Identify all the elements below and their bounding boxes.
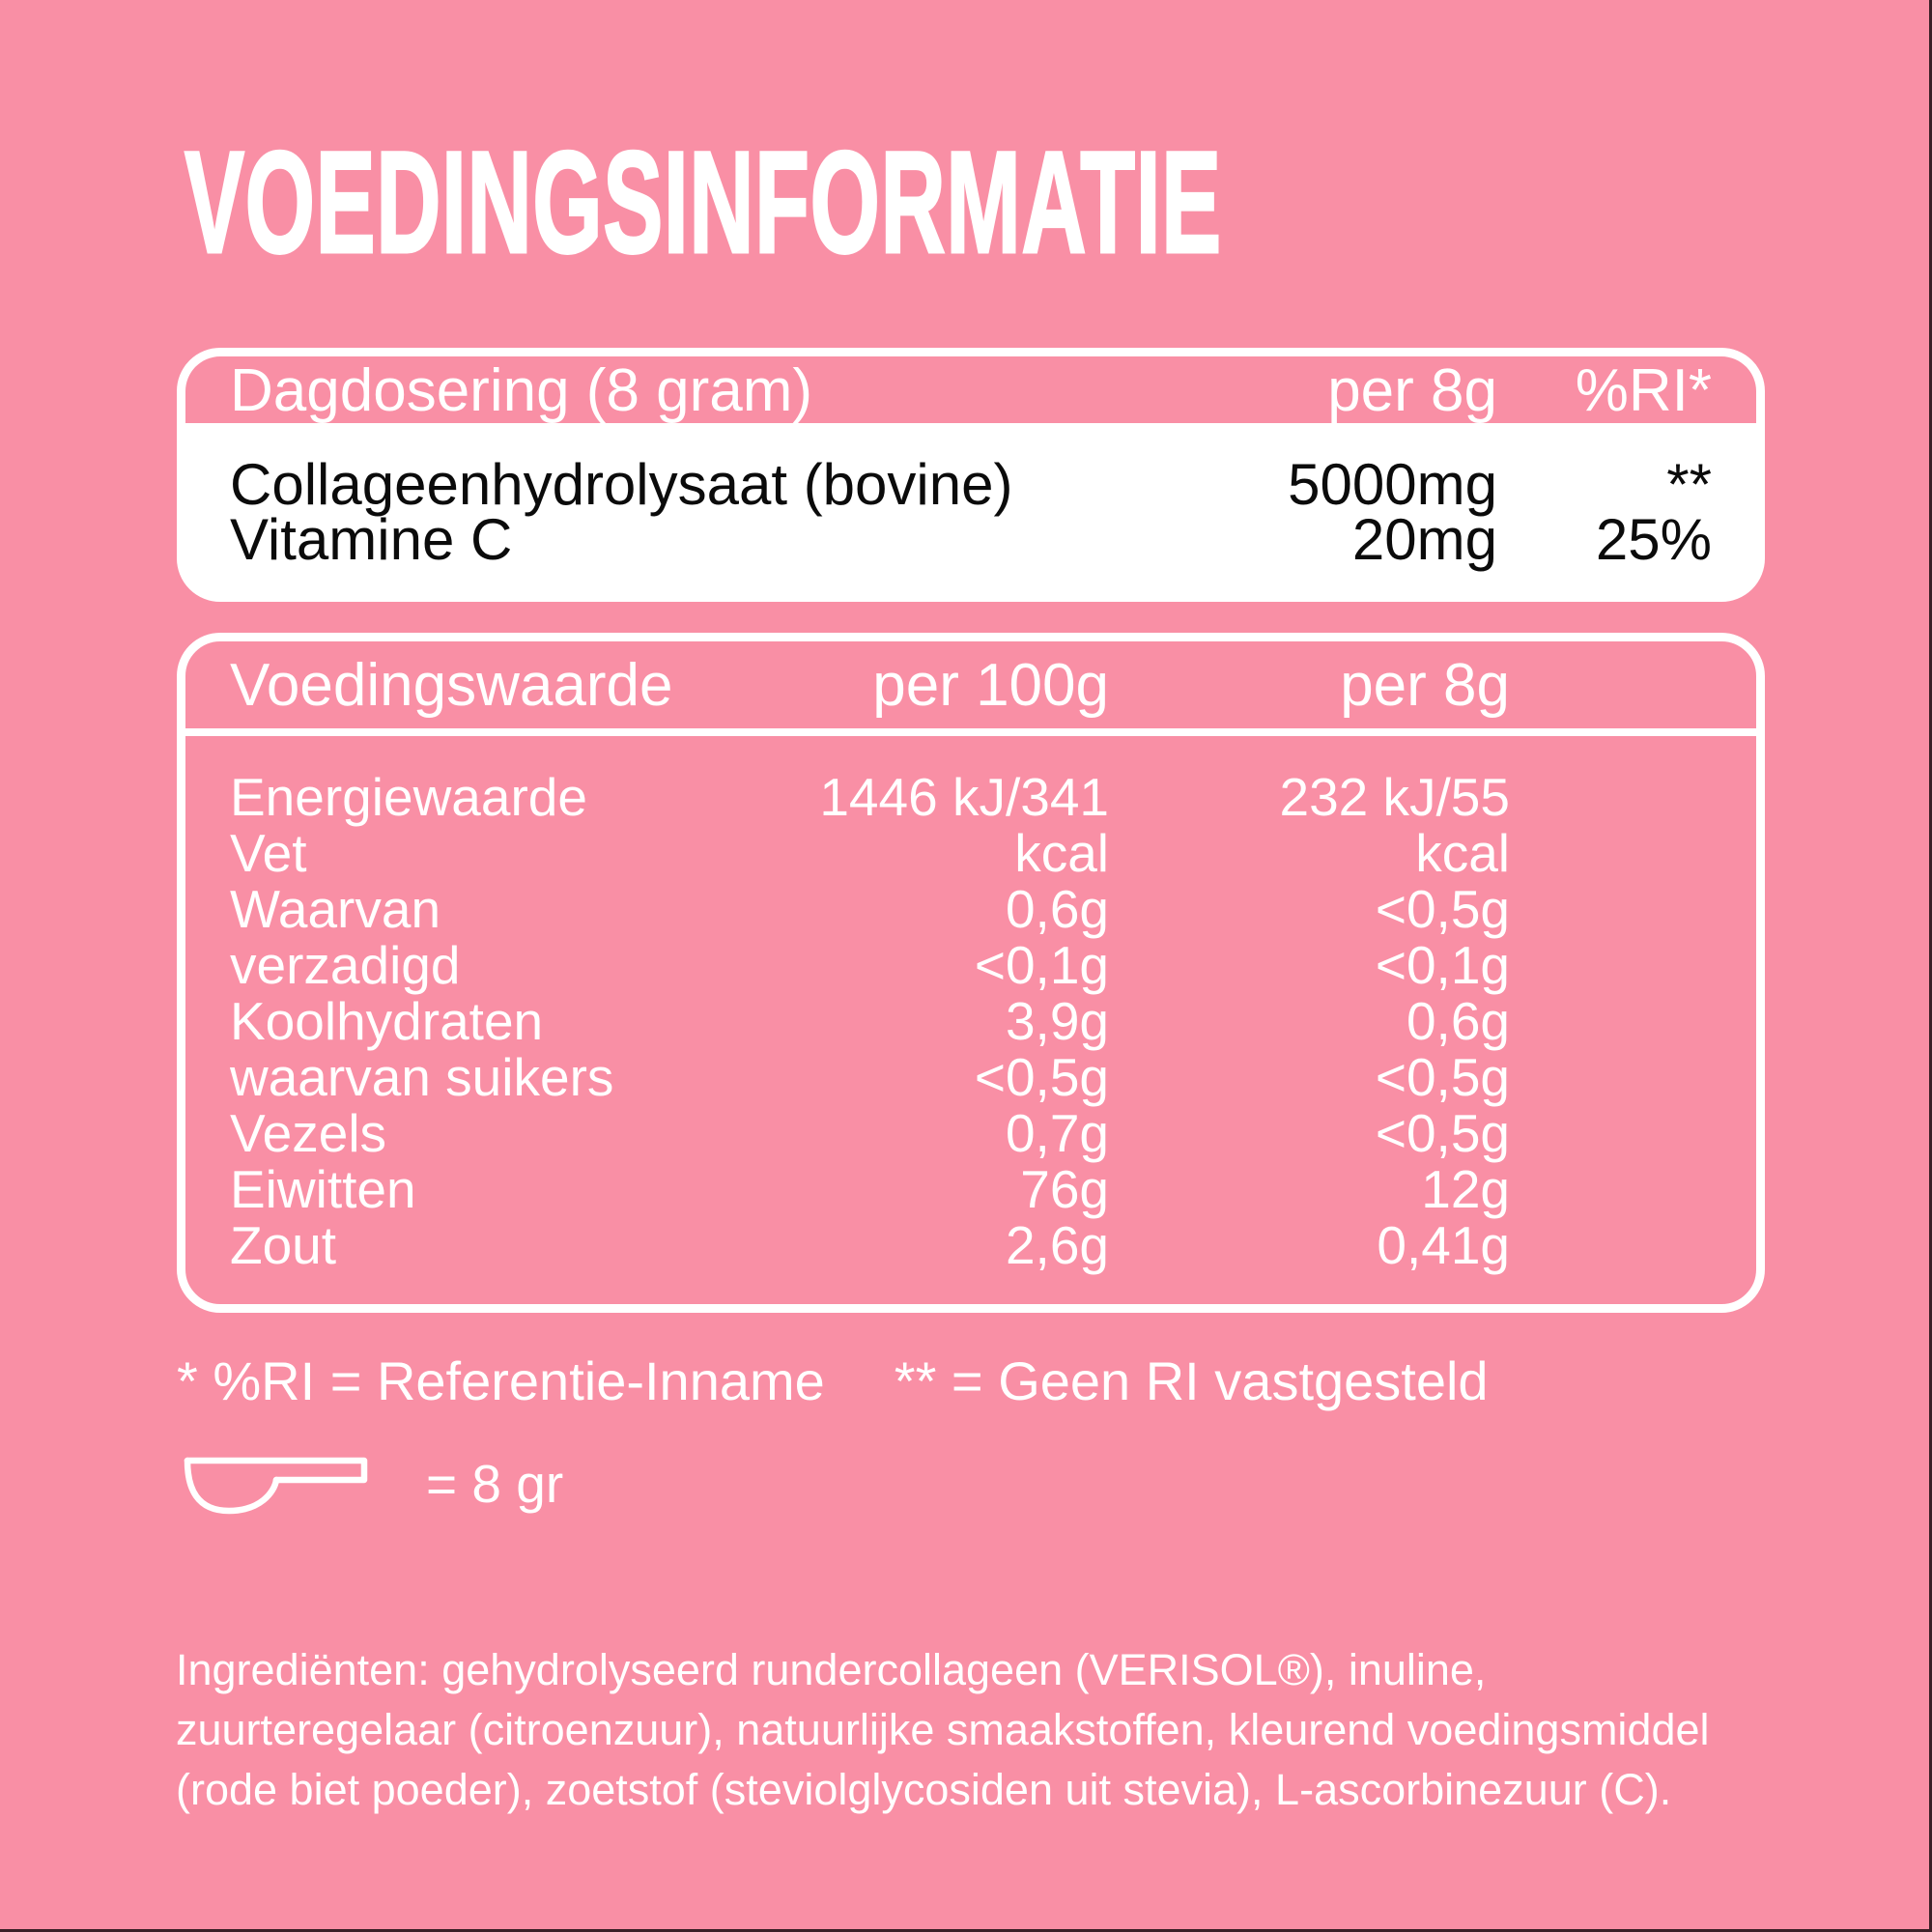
- scoop-legend: = 8 gr: [182, 1452, 563, 1518]
- voedingswaarde-body: Energiewaarde 1446 kJ/341 232 kJ/55 Vet …: [185, 736, 1756, 1275]
- table-row: Vezels 0,7g <0,5g: [230, 1102, 1712, 1163]
- table-row: waarvan suikers <0,5g <0,5g: [230, 1046, 1712, 1107]
- per-8g-value: kcal: [1415, 823, 1510, 883]
- per-100g-value: 2,6g: [1005, 1215, 1109, 1275]
- per-8g-value: <0,5g: [1375, 879, 1510, 939]
- per-8g-value: 232 kJ/55: [1279, 767, 1510, 827]
- table-row: Collageenhydrolysaat (bovine) 5000mg **: [230, 451, 1712, 517]
- dagdosering-header-per-8g: per 8g: [1327, 357, 1497, 424]
- ingredient-label: Collageenhydrolysaat (bovine): [230, 452, 1013, 517]
- nutrient-label: Eiwitten: [230, 1159, 416, 1219]
- per-100g-value: 3,9g: [1005, 991, 1109, 1051]
- scoop-weight-label: = 8 gr: [426, 1454, 564, 1514]
- dagdosering-body: Collageenhydrolysaat (bovine) 5000mg ** …: [185, 431, 1756, 572]
- dagdosering-table: Dagdosering (8 gram) per 8g %RI* Collage…: [177, 348, 1765, 602]
- nutrient-label: Energiewaarde: [230, 767, 587, 827]
- per-8g-value: <0,5g: [1375, 1047, 1510, 1107]
- nutrient-label: Vezels: [230, 1103, 387, 1163]
- nutrient-label: waarvan suikers: [230, 1047, 614, 1107]
- table-row: Vet kcal kcal: [230, 822, 1712, 883]
- nutrient-label: Vet: [230, 823, 307, 883]
- nutrient-label: verzadigd: [230, 935, 461, 995]
- per-8g-value: <0,5g: [1375, 1103, 1510, 1163]
- table-row: verzadigd <0,1g <0,1g: [230, 934, 1712, 995]
- ingredient-per-8g-value: 5000mg: [1288, 452, 1497, 517]
- ingredient-ri-value: **: [1666, 452, 1712, 517]
- per-100g-value: 1446 kJ/341: [819, 767, 1109, 827]
- nutrient-label: Koolhydraten: [230, 991, 544, 1051]
- table-row: Zout 2,6g 0,41g: [230, 1214, 1712, 1275]
- voedingswaarde-header-per-100g: per 100g: [872, 651, 1109, 719]
- per-100g-value: <0,1g: [974, 935, 1109, 995]
- dagdosering-header-label: Dagdosering (8 gram): [230, 357, 813, 424]
- per-8g-value: <0,1g: [1375, 935, 1510, 995]
- table-row: Vitamine C 20mg 25%: [230, 506, 1712, 572]
- nutrient-label: Zout: [230, 1215, 337, 1275]
- dagdosering-header-ri: %RI*: [1575, 357, 1712, 424]
- ingredient-ri-value: 25%: [1595, 507, 1712, 572]
- voedingswaarde-table: Voedingswaarde per 100g per 8g Energiewa…: [177, 633, 1765, 1313]
- per-8g-value: 0,6g: [1406, 991, 1510, 1051]
- page-title: VOEDINGSINFORMATIE: [184, 121, 1222, 283]
- ingredients-line: Ingrediënten: gehydrolyseerd rundercolla…: [176, 1645, 1487, 1694]
- table-row: Eiwitten 76g 12g: [230, 1158, 1712, 1219]
- per-100g-value: 0,7g: [1005, 1103, 1109, 1163]
- table-row: Energiewaarde 1446 kJ/341 232 kJ/55: [230, 766, 1712, 827]
- per-100g-value: 76g: [1020, 1159, 1109, 1219]
- ri-footnote: * %RI = Referentie-Inname: [177, 1350, 825, 1411]
- ingredient-per-8g-value: 20mg: [1351, 507, 1497, 572]
- table-row: Koolhydraten 3,9g 0,6g: [230, 990, 1712, 1051]
- nutrient-label: Waarvan: [230, 879, 441, 939]
- per-8g-value: 12g: [1421, 1159, 1510, 1219]
- table-row: Waarvan 0,6g <0,5g: [230, 878, 1712, 939]
- ingredients-text: Ingrediënten: gehydrolyseerd rundercolla…: [176, 1640, 1710, 1820]
- no-ri-footnote: ** = Geen RI vastgesteld: [894, 1350, 1489, 1411]
- ingredients-line: zuurteregelaar (citroenzuur), natuurlijk…: [176, 1705, 1710, 1754]
- scoop-icon: [184, 1457, 368, 1515]
- ingredients-line: (rode biet poeder), zoetstof (steviolgly…: [176, 1765, 1672, 1814]
- per-100g-value: 0,6g: [1005, 879, 1109, 939]
- ingredient-label: Vitamine C: [230, 507, 513, 572]
- voedingswaarde-header-row: Voedingswaarde per 100g per 8g: [185, 641, 1756, 736]
- per-100g-value: kcal: [1014, 823, 1109, 883]
- footnotes: * %RI = Referentie-Inname ** = Geen RI v…: [177, 1350, 1489, 1413]
- per-8g-value: 0,41g: [1377, 1215, 1510, 1275]
- per-100g-value: <0,5g: [974, 1047, 1109, 1107]
- dagdosering-header-row: Dagdosering (8 gram) per 8g %RI*: [185, 356, 1756, 431]
- voedingswaarde-header-per-8g: per 8g: [1340, 651, 1510, 719]
- voedingswaarde-header-label: Voedingswaarde: [230, 651, 673, 719]
